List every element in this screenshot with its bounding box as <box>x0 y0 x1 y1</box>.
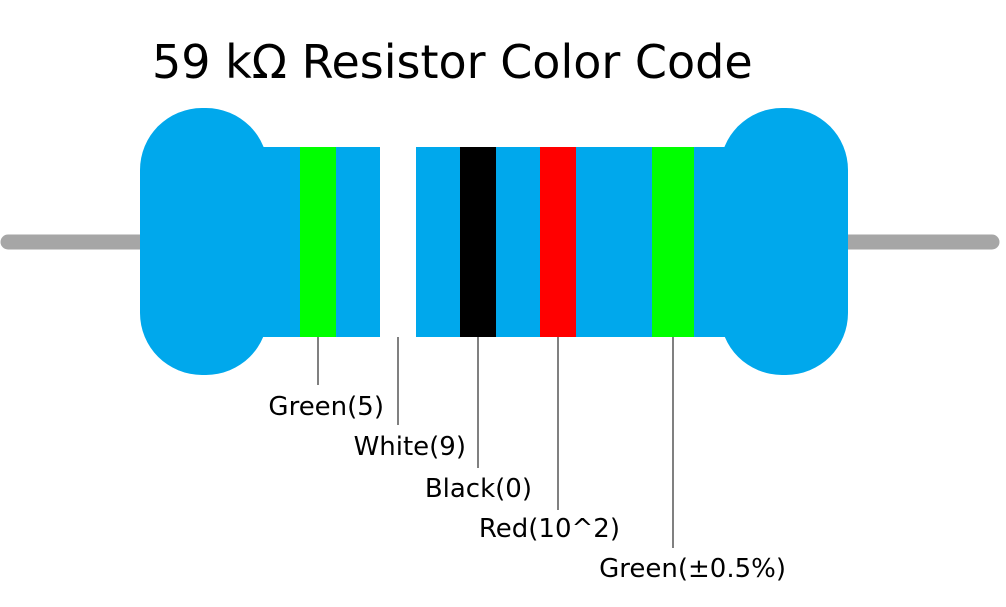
band-label: Green(5) <box>268 392 384 422</box>
band <box>652 147 694 337</box>
band <box>380 147 416 337</box>
band <box>300 147 336 337</box>
band-label: Green(±0.5%) <box>599 554 786 584</box>
band <box>460 147 496 337</box>
band-label: White(9) <box>354 432 466 462</box>
right-cap <box>720 108 848 375</box>
band <box>540 147 576 337</box>
left-cap <box>140 108 268 375</box>
band-label: Red(10^2) <box>479 514 620 544</box>
title: 59 kΩ Resistor Color Code <box>152 35 753 89</box>
band-label: Black(0) <box>425 474 532 504</box>
